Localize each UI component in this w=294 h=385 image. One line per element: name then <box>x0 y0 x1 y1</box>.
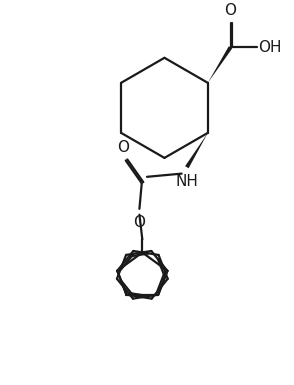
Text: NH: NH <box>176 174 199 189</box>
Text: OH: OH <box>258 40 282 55</box>
Text: O: O <box>133 215 146 230</box>
Text: O: O <box>225 3 236 18</box>
Text: O: O <box>117 140 129 155</box>
Polygon shape <box>185 133 208 168</box>
Polygon shape <box>208 46 232 83</box>
